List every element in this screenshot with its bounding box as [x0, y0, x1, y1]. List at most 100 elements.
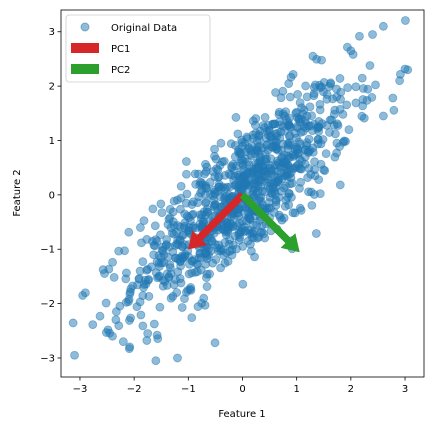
data-point	[168, 207, 178, 217]
y-axis-label: Feature 2	[12, 169, 23, 216]
y-tick-label: 2	[49, 82, 55, 93]
data-point	[212, 164, 221, 173]
data-point	[273, 160, 282, 170]
data-point	[300, 116, 310, 126]
x-tick-label: 1	[293, 384, 299, 395]
data-point	[171, 253, 180, 263]
data-point	[300, 152, 310, 162]
data-point	[309, 89, 319, 98]
data-point	[309, 119, 319, 129]
data-point	[125, 289, 135, 299]
data-point	[310, 80, 320, 90]
data-point	[332, 92, 342, 102]
data-point	[138, 257, 148, 267]
data-point	[208, 191, 218, 201]
data-point	[133, 280, 142, 290]
data-point	[181, 157, 191, 166]
points-layer	[68, 16, 413, 366]
data-point	[143, 264, 153, 274]
legend: Original Data PC1 PC2	[65, 14, 211, 83]
data-point	[281, 161, 290, 171]
data-point	[288, 208, 298, 218]
data-point	[197, 210, 207, 220]
data-point	[301, 81, 311, 91]
data-point	[221, 227, 230, 237]
data-point	[95, 311, 105, 321]
data-point	[208, 258, 218, 268]
data-point	[210, 172, 220, 182]
data-point	[124, 344, 134, 354]
data-point	[338, 109, 348, 119]
data-point	[357, 73, 367, 83]
data-point	[187, 268, 197, 278]
data-point	[220, 258, 230, 268]
x-tick-label: 2	[348, 384, 354, 395]
data-point	[238, 241, 248, 251]
data-point	[284, 200, 294, 210]
data-point	[202, 282, 212, 291]
legend-label-pc1: PC1	[111, 44, 130, 55]
data-point	[189, 197, 198, 207]
data-point	[225, 182, 235, 192]
data-point	[378, 111, 388, 121]
data-point	[181, 198, 191, 208]
data-point	[108, 257, 117, 267]
data-point	[182, 189, 192, 199]
data-point	[176, 261, 186, 271]
data-point	[311, 229, 321, 238]
pc2-arrow	[239, 192, 300, 253]
data-point	[118, 337, 128, 347]
data-point	[271, 200, 281, 210]
data-point	[306, 187, 316, 197]
data-point	[157, 208, 167, 218]
data-point	[258, 143, 267, 153]
data-point	[287, 192, 296, 202]
pc1-arrow	[187, 192, 246, 250]
data-point	[232, 221, 242, 230]
data-point	[302, 92, 312, 102]
data-point	[335, 74, 345, 83]
y-tick-label: 1	[49, 136, 55, 147]
data-point	[280, 111, 290, 121]
data-point	[122, 268, 131, 278]
data-point	[315, 189, 325, 199]
data-point	[114, 246, 124, 256]
data-point	[295, 183, 304, 193]
data-point	[68, 318, 78, 328]
data-point	[151, 356, 161, 366]
data-point	[137, 238, 146, 248]
data-point	[315, 99, 325, 109]
data-point	[70, 350, 79, 360]
data-point	[151, 268, 161, 278]
data-point	[136, 310, 146, 320]
data-point	[299, 105, 309, 115]
data-point	[178, 242, 187, 252]
data-point	[238, 179, 248, 189]
data-point	[168, 217, 178, 227]
data-point	[260, 187, 270, 197]
data-point	[324, 82, 334, 92]
data-point	[199, 293, 209, 303]
data-point	[105, 328, 115, 338]
data-point	[260, 112, 270, 122]
data-point	[246, 149, 256, 159]
data-point	[176, 193, 186, 203]
data-point	[307, 111, 317, 121]
data-point	[396, 69, 405, 79]
data-point	[341, 136, 350, 146]
vectors-layer	[187, 192, 300, 253]
data-point	[180, 223, 189, 233]
data-point	[304, 134, 314, 144]
data-point	[156, 199, 166, 209]
data-point	[231, 113, 241, 122]
data-point	[368, 30, 377, 39]
data-point	[335, 180, 345, 190]
data-point	[293, 90, 303, 99]
data-point	[351, 82, 361, 92]
data-point	[318, 135, 328, 144]
data-point	[238, 141, 247, 151]
data-point	[238, 279, 248, 289]
data-point	[388, 93, 398, 103]
data-point	[185, 284, 195, 294]
data-point	[109, 273, 119, 282]
